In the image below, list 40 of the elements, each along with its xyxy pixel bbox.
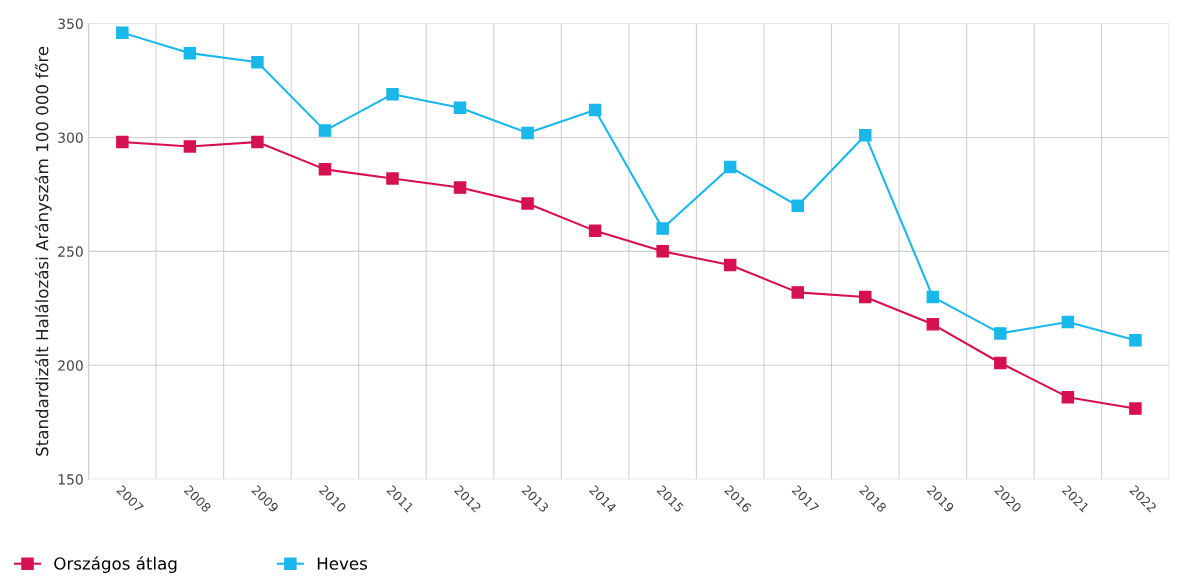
point [251, 56, 264, 69]
point [1061, 390, 1075, 404]
y-tick-label: 200 [58, 360, 83, 371]
point [994, 327, 1007, 340]
point [521, 126, 534, 140]
point [318, 163, 332, 176]
point [994, 356, 1007, 370]
point [859, 128, 872, 142]
point [791, 286, 804, 299]
point [386, 87, 399, 101]
y-tick-label: 150 [58, 474, 83, 485]
point [183, 140, 197, 153]
point [588, 103, 602, 117]
y-tick-label: 350 [58, 18, 83, 29]
legend-label: Heves [317, 557, 367, 570]
point [183, 46, 197, 60]
point [116, 26, 129, 39]
y-axis-title: Standardizált Halálozási Arányszám 100 000 főre [34, 46, 52, 456]
point [723, 160, 737, 174]
point [386, 172, 399, 185]
point [521, 197, 534, 210]
point [318, 124, 332, 137]
point [656, 245, 669, 258]
point [926, 318, 940, 331]
point [1061, 315, 1075, 329]
point [859, 290, 872, 304]
point [588, 224, 602, 238]
point [926, 290, 940, 304]
point [1129, 333, 1142, 347]
legend-label: Országos átlag [54, 556, 177, 573]
point [453, 181, 467, 194]
point [656, 222, 669, 235]
point [791, 199, 804, 213]
point [251, 135, 264, 149]
y-tick-label: 300 [58, 132, 83, 143]
point [116, 135, 129, 149]
point [453, 101, 467, 115]
point [723, 258, 737, 272]
point [1129, 402, 1142, 415]
y-tick-label: 250 [58, 246, 83, 257]
